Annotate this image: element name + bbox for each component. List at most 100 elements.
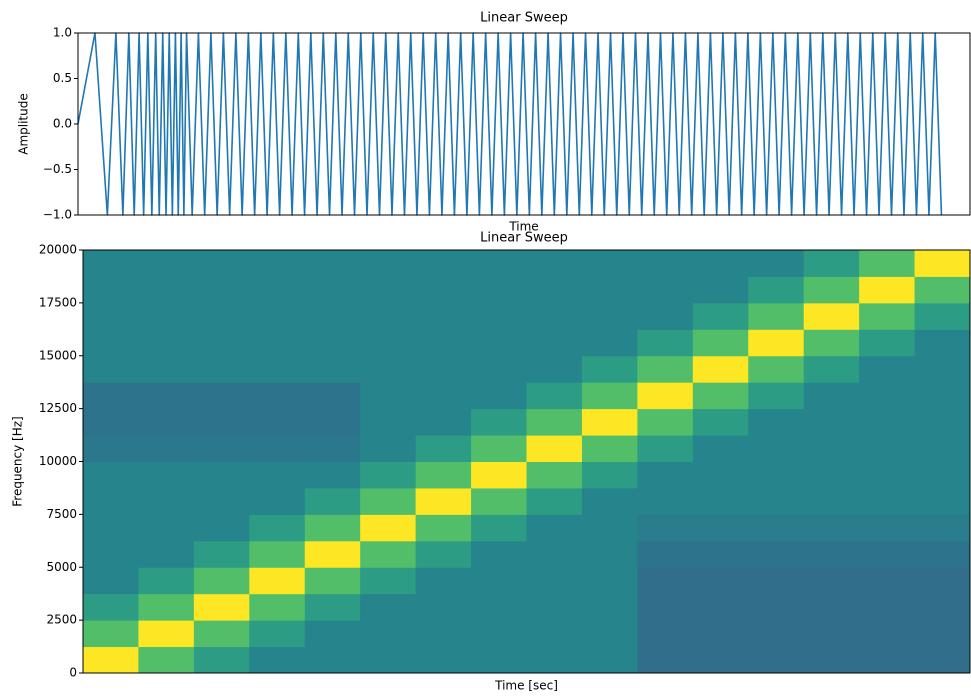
heatmap-cell: [803, 461, 860, 489]
heatmap-cell: [83, 302, 139, 330]
y-tick-label: 10000: [39, 454, 77, 468]
heatmap-cell: [692, 487, 749, 515]
heatmap-cell: [692, 435, 749, 462]
heatmap-cell: [803, 355, 860, 383]
heatmap-cell: [471, 408, 527, 436]
y-tick-label: −1.0: [43, 208, 72, 222]
heatmap-cell: [637, 408, 694, 436]
heatmap-cell: [748, 382, 805, 410]
heatmap-cell: [83, 250, 139, 277]
heatmap-cell: [415, 540, 472, 568]
heatmap-cell: [637, 382, 694, 410]
heatmap-cell: [415, 250, 472, 277]
heatmap-cell: [360, 620, 417, 648]
heatmap-cell: [360, 461, 417, 489]
heatmap-cell: [748, 408, 805, 436]
heatmap-cell: [471, 593, 527, 621]
heatmap-cell: [249, 302, 306, 330]
heatmap-cell: [859, 620, 916, 648]
heatmap-cell: [581, 487, 638, 515]
heatmap-cell: [803, 408, 860, 436]
heatmap-cell: [637, 302, 694, 330]
x-axis-label: Time [sec]: [494, 679, 558, 693]
heatmap-cell: [360, 593, 417, 621]
heatmap-cell: [249, 646, 306, 674]
heatmap-cell: [83, 567, 139, 595]
heatmap-cell: [748, 302, 805, 330]
heatmap-cell: [415, 435, 472, 462]
heatmap-cell: [304, 355, 361, 383]
heatmap-cell: [803, 514, 860, 542]
heatmap-cell: [859, 487, 916, 515]
heatmap-cell: [859, 514, 916, 542]
heatmap-cell: [859, 329, 916, 357]
heatmap-cell: [415, 461, 472, 489]
heatmap-cell: [803, 646, 860, 674]
heatmap-cell: [83, 646, 139, 674]
heatmap-cell: [471, 487, 527, 515]
heatmap-cell: [415, 567, 472, 595]
heatmap-cell: [637, 461, 694, 489]
heatmap-cell: [193, 408, 250, 436]
heatmap-cell: [249, 487, 306, 515]
heatmap-cell: [471, 461, 527, 489]
heatmap-cell: [415, 408, 472, 436]
heatmap-cell: [138, 620, 195, 648]
heatmap-cell: [83, 461, 139, 489]
heatmap-cell: [249, 329, 306, 357]
heatmap-cell: [304, 302, 361, 330]
heatmap-cell: [914, 514, 971, 542]
heatmap-cell: [748, 435, 805, 462]
heatmap-cell: [748, 250, 805, 277]
heatmap-cell: [471, 329, 527, 357]
heatmap-cell: [692, 620, 749, 648]
heatmap-cell: [526, 487, 583, 515]
heatmap-cell: [692, 250, 749, 277]
heatmap-cell: [360, 540, 417, 568]
heatmap-cell: [193, 593, 250, 621]
heatmap-cell: [249, 408, 306, 436]
heatmap-cell: [581, 250, 638, 277]
heatmap-cell: [83, 408, 139, 436]
heatmap-cell: [304, 593, 361, 621]
heatmap-cell: [803, 567, 860, 595]
heatmap-cell: [193, 540, 250, 568]
heatmap-cell: [581, 329, 638, 357]
heatmap-cell: [471, 567, 527, 595]
heatmap-cell: [692, 355, 749, 383]
heatmap-cell: [914, 355, 971, 383]
heatmap-cell: [526, 461, 583, 489]
heatmap-cell: [83, 514, 139, 542]
heatmap-cell: [304, 435, 361, 462]
heatmap-cell: [138, 514, 195, 542]
heatmap-cell: [526, 355, 583, 383]
heatmap-cell: [138, 329, 195, 357]
heatmap-cell: [914, 302, 971, 330]
y-tick-label: 17500: [39, 295, 77, 309]
heatmap-cell: [138, 302, 195, 330]
heatmap-cell: [914, 567, 971, 595]
heatmap-cell: [859, 355, 916, 383]
heatmap-cell: [360, 276, 417, 304]
heatmap-cell: [526, 329, 583, 357]
y-tick-label: 5000: [46, 560, 77, 574]
heatmap-cell: [193, 514, 250, 542]
y-tick-label: 20000: [39, 243, 77, 257]
heatmap-cell: [526, 514, 583, 542]
heatmap-cell: [914, 487, 971, 515]
heatmap-cell: [748, 593, 805, 621]
heatmap-cell: [859, 461, 916, 489]
heatmap-cell: [193, 329, 250, 357]
heatmap-cell: [581, 646, 638, 674]
heatmap-cell: [692, 567, 749, 595]
heatmap-cell: [471, 382, 527, 410]
heatmap-cell: [193, 250, 250, 277]
heatmap-cell: [692, 646, 749, 674]
heatmap-cell: [193, 646, 250, 674]
heatmap-cell: [637, 567, 694, 595]
heatmap-cell: [83, 435, 139, 462]
heatmap-cell: [692, 540, 749, 568]
heatmap-cell: [304, 250, 361, 277]
heatmap-cell: [859, 646, 916, 674]
heatmap-cell: [83, 540, 139, 568]
